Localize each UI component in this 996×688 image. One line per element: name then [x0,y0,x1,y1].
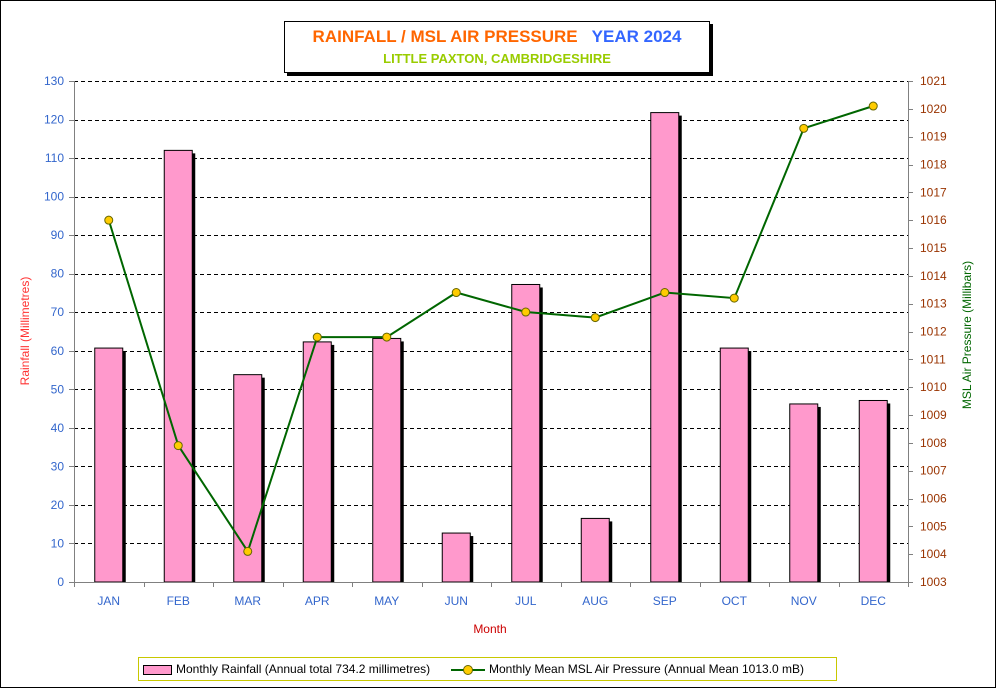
pressure-point [868,101,878,111]
pressure-point [799,123,809,133]
x-tick-label: DEC [861,594,887,608]
bar [511,283,541,583]
y-axis-label-right: MSL Air Pressure (Millibars) [960,261,974,409]
x-tick-label: AUG [582,594,608,608]
pressure-point [243,546,253,556]
legend: Monthly Rainfall (Annual total 734.2 mil… [138,657,837,681]
x-tick-label: MAR [234,594,261,608]
y-tick-label-left: 40 [51,421,65,435]
y-tick-label-right: 1017 [920,185,947,199]
y-tick-label-right: 1016 [920,213,947,227]
x-tick-label: APR [305,594,330,608]
legend-swatch-rainfall [143,664,172,675]
legend-item-rainfall: Monthly Rainfall (Annual total 734.2 mil… [143,661,430,677]
x-axis-label: Month [473,622,506,636]
chart-title: RAINFALL / MSL AIR PRESSURE YEAR 2024 [285,27,709,47]
x-tick-label: NOV [791,594,817,608]
chart-title-year: YEAR 2024 [591,27,682,46]
y-tick-label-left: 50 [51,382,65,396]
bar [163,149,193,583]
pressure-point [173,441,183,451]
x-tick-label: OCT [722,594,748,608]
pressure-point [521,307,531,317]
y-tick-label-left: 100 [44,190,64,204]
pressure-point [382,332,392,342]
y-tick-label-left: 20 [51,498,65,512]
y-tick-label-right: 1006 [920,492,947,506]
pressure-series-line [107,105,874,554]
x-tick-label: JUN [445,594,468,608]
y-tick-label-right: 1008 [920,436,947,450]
tick-labels: 0102030405060708090100110120130100310041… [44,74,947,608]
x-tick-label: JAN [97,594,120,608]
y-tick-label-right: 1013 [920,297,947,311]
axes [69,81,913,587]
legend-label-pressure: Monthly Mean MSL Air Pressure (Annual Me… [489,662,805,676]
x-tick-label: FEB [167,594,190,608]
pressure-line [104,101,878,556]
y-tick-label-right: 1019 [920,130,947,144]
pressure-point [104,215,114,225]
y-tick-label-left: 0 [57,575,64,589]
bar [719,347,749,583]
x-tick-label: SEP [653,594,677,608]
rainfall-bars [94,112,891,583]
y-tick-label-right: 1004 [920,547,947,561]
bar [302,341,332,583]
y-tick-label-left: 60 [51,344,65,358]
bar [858,399,888,583]
y-tick-label-right: 1011 [920,352,946,366]
y-tick-label-right: 1012 [920,325,947,339]
y-tick-label-right: 1007 [920,464,947,478]
y-tick-label-left: 70 [51,305,65,319]
bar [650,112,680,583]
y-tick-label-right: 1003 [920,575,947,589]
y-tick-label-left: 10 [51,536,65,550]
y-tick-label-left: 120 [44,113,64,127]
y-tick-label-right: 1021 [920,74,947,88]
y-tick-label-left: 80 [51,267,65,281]
chart-title-main: RAINFALL / MSL AIR PRESSURE [312,27,578,46]
y-tick-label-right: 1005 [920,519,947,533]
pressure-point [729,293,739,303]
legend-item-pressure: Monthly Mean MSL Air Pressure (Annual Me… [451,661,804,677]
legend-label-rainfall: Monthly Rainfall (Annual total 734.2 mil… [176,662,431,676]
y-tick-label-right: 1015 [920,241,947,255]
y-tick-label-left: 110 [45,151,64,165]
y-tick-label-left: 30 [51,459,65,473]
y-tick-label-right: 1014 [920,269,947,283]
pressure-point [660,288,670,298]
y-tick-label-left: 90 [51,228,65,242]
chart-subtitle: LITTLE PAXTON, CAMBRIDGESHIRE [383,51,611,66]
bar [580,517,610,583]
pressure-point [590,313,600,323]
y-tick-label-left: 130 [44,74,64,88]
gridlines [74,81,908,544]
y-axis-label-left: Rainfall (Millimetres) [18,277,32,386]
bar [372,337,402,583]
bar [94,347,124,583]
pressure-point [312,332,322,342]
y-tick-label-right: 1010 [920,380,947,394]
x-tick-label: JUL [515,594,537,608]
y-tick-label-right: 1009 [920,408,947,422]
y-tick-label-right: 1020 [920,102,947,116]
x-tick-label: MAY [374,594,399,608]
chart-title-box: RAINFALL / MSL AIR PRESSURE YEAR 2024 LIT… [284,21,710,73]
pressure-point [451,288,461,298]
bar [441,532,471,583]
bar [789,403,819,583]
y-tick-label-right: 1018 [920,158,947,172]
legend-swatch-pressure [451,664,485,675]
